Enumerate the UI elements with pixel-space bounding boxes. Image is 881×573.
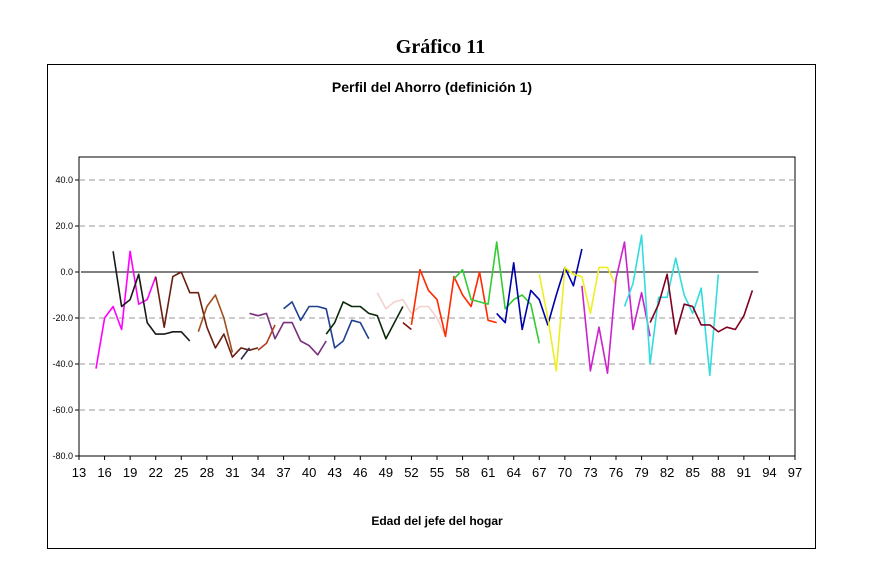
y-tick-label: 0.0: [60, 267, 73, 277]
x-axis-label: Edad del jefe del hogar: [371, 514, 503, 528]
y-tick-label: -80.0: [52, 451, 73, 461]
series-line-1: [95, 250, 157, 369]
y-tick-label: -60.0: [52, 405, 73, 415]
x-tick-label: 31: [225, 465, 239, 480]
chart-title: Perfil del Ahorro (definición 1): [332, 79, 532, 95]
series-line-9: [325, 301, 404, 340]
series-line-8: [283, 301, 370, 349]
x-tick-label: 91: [737, 465, 751, 480]
x-tick-label: 73: [583, 465, 597, 480]
y-tick-label: -40.0: [52, 359, 73, 369]
series-line-18: [649, 273, 754, 335]
x-tick-label: 46: [353, 465, 367, 480]
chart-frame: [47, 64, 816, 549]
x-tick-label: 16: [97, 465, 111, 480]
series-line-13: [453, 241, 541, 344]
series-line-12: [410, 268, 497, 338]
x-tick-label: 19: [123, 465, 137, 480]
x-tick-label: 67: [532, 465, 546, 480]
series-line-4: [197, 294, 234, 353]
x-tick-label: 52: [404, 465, 418, 480]
plot-area: [78, 156, 796, 457]
series-line-7: [257, 324, 276, 351]
series-line-2: [112, 251, 191, 342]
x-tick-label: 61: [481, 465, 495, 480]
x-tick-label: 97: [788, 465, 802, 480]
x-tick-label: 34: [251, 465, 265, 480]
x-tick-label: 64: [506, 465, 520, 480]
series-line-5: [240, 347, 251, 360]
x-tick-label: 55: [430, 465, 444, 480]
y-tick-label: 20.0: [55, 221, 73, 231]
x-tick-label: 76: [609, 465, 623, 480]
series-line-17: [623, 234, 720, 377]
page-title: Gráfico 11: [395, 36, 486, 58]
plot-border: [78, 156, 796, 457]
series-line-16: [581, 241, 651, 375]
y-tick-label: -20.0: [52, 313, 73, 323]
x-tick-label: 43: [327, 465, 341, 480]
x-tick-label: 37: [276, 465, 290, 480]
x-axis-ticks: 13 16 19 22 25 28 31 34 37 40 43 46 49 52 55 58 61 64 67 70…: [72, 456, 802, 480]
series-line-15: [538, 266, 617, 372]
series-line-6: [249, 312, 327, 356]
x-tick-label: 70: [558, 465, 572, 480]
x-tick-label: 22: [148, 465, 162, 480]
x-tick-label: 85: [685, 465, 699, 480]
x-tick-label: 94: [762, 465, 776, 480]
x-tick-label: 79: [634, 465, 648, 480]
x-tick-label: 40: [302, 465, 316, 480]
x-tick-label: 82: [660, 465, 674, 480]
series-line-14: [496, 248, 583, 331]
x-tick-label: 88: [711, 465, 725, 480]
x-tick-label: 49: [379, 465, 393, 480]
y-tick-label: 40.0: [55, 175, 73, 185]
x-tick-label: 25: [174, 465, 188, 480]
x-tick-label: 28: [200, 465, 214, 480]
series-line-11: [402, 321, 412, 331]
y-axis-ticks: 40.0 20.0 0.0 -20.0 -40.0 -60.0 -80.0: [52, 175, 79, 461]
series-group: [95, 234, 754, 377]
x-tick-label: 58: [455, 465, 469, 480]
series-line-3: [154, 271, 259, 358]
x-tick-label: 13: [72, 465, 86, 480]
series-line-10: [376, 292, 447, 337]
